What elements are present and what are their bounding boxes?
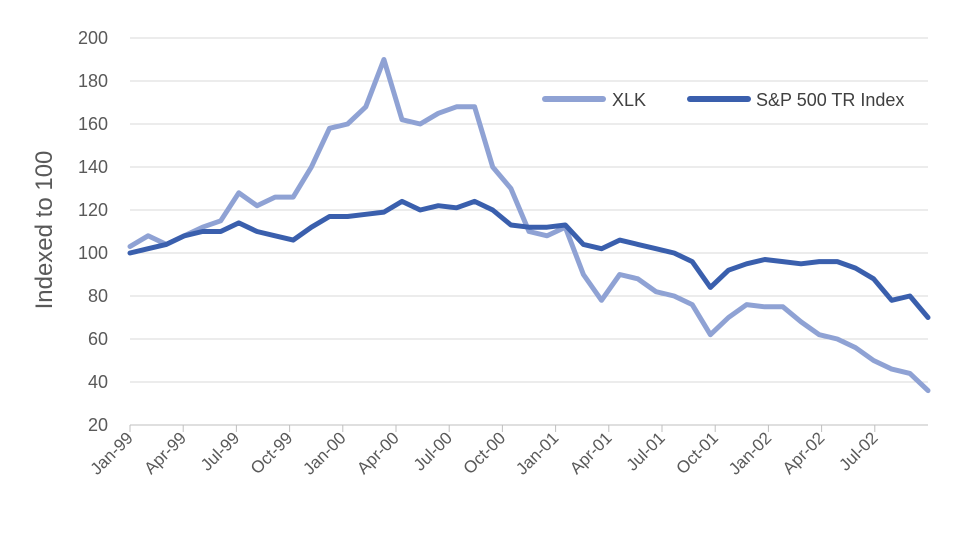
x-tick-label: Apr-02 [779,428,829,478]
y-tick-label: 160 [78,114,108,134]
x-tick-label: Jan-00 [299,428,349,478]
y-tick-label: 180 [78,71,108,91]
x-axis: Jan-99 Apr-99 Jul-99 Oct-99 Jan-00 Apr-00 Jul-… [87,424,928,479]
gridlines [130,37,928,426]
y-tick-label: 80 [88,286,108,306]
x-tick-label: Oct-99 [247,428,297,478]
x-tick-label: Apr-99 [141,428,191,478]
y-tick-label: 140 [78,157,108,177]
series-lines [127,57,931,394]
x-tick-label: Jul-01 [623,428,669,474]
x-tick-label: Apr-01 [566,428,616,478]
legend: XLK S&P 500 TR Index [542,90,904,110]
series-line-xlk [127,57,931,394]
y-tick-label: 60 [88,329,108,349]
legend-label: S&P 500 TR Index [756,90,904,110]
x-tick-label: Jan-01 [512,428,562,478]
x-tick-label: Apr-00 [353,428,403,478]
x-tick-label: Oct-01 [673,428,723,478]
y-tick-label: 40 [88,372,108,392]
x-tick-label: Jul-00 [410,428,456,474]
x-tick-label: Jul-02 [835,428,881,474]
y-tick-label: 100 [78,243,108,263]
y-tick-label: 200 [78,28,108,48]
y-tick-label: 20 [88,415,108,435]
x-tick-label: Oct-00 [460,428,510,478]
legend-label: XLK [612,90,646,110]
x-tick-label: Jan-02 [725,428,775,478]
y-axis-label: Indexed to 100 [31,151,58,310]
y-axis: 20 40 60 80 100 120 140 160 180 200 [78,28,108,435]
y-tick-label: 120 [78,200,108,220]
series-line-s-p-500-tr-index [127,198,931,320]
x-tick-label: Jul-99 [197,428,243,474]
x-tick-label: Jan-99 [87,428,137,478]
